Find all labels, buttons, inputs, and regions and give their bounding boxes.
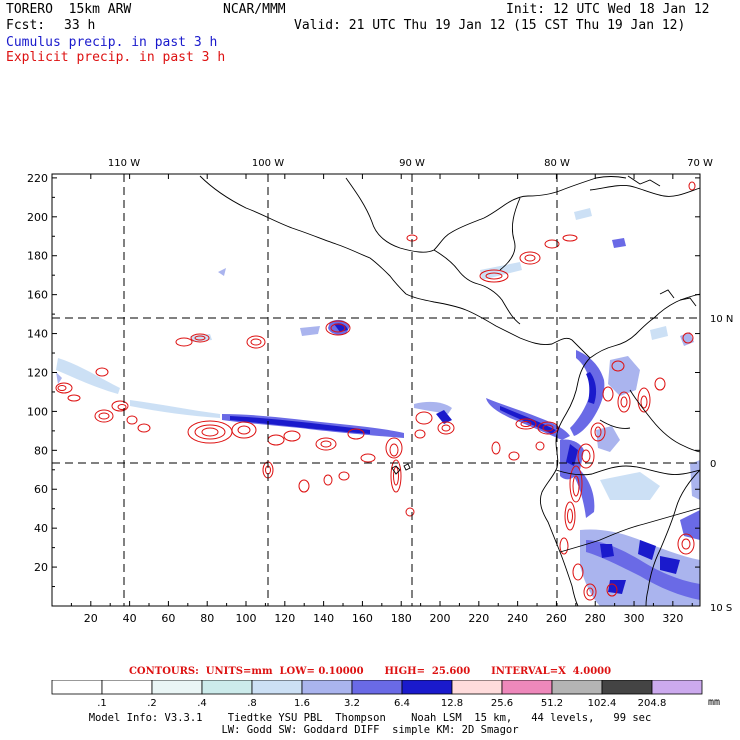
top-lon-label: 110 W [108, 158, 140, 169]
colorbar-label: 3.2 [344, 698, 360, 709]
bottom-tick-label: 200 [430, 612, 451, 625]
colorbar-label: 204.8 [638, 698, 667, 709]
center-name: NCAR/MMM [223, 2, 286, 17]
bottom-tick-label: 220 [468, 612, 489, 625]
colorbar-label: .4 [197, 698, 207, 709]
bottom-tick-label: 320 [662, 612, 683, 625]
colorbar: .1 .2 .4 .8 1.6 3.2 6.4 12.8 25.6 51.2 102.4 204.8 [51, 680, 703, 709]
bottom-tick-label: 300 [624, 612, 645, 625]
bottom-tick-label: 20 [84, 612, 98, 625]
colorbar-swatch [201, 680, 253, 695]
colorbar-swatch [251, 680, 303, 695]
explicit-legend-label: Explicit precip. in past 3 h [6, 50, 226, 65]
model-info-line2: LW: Godd SW: Goddard DIFF simple KM: 2D … [221, 724, 519, 736]
bottom-tick-label: 180 [391, 612, 412, 625]
bottom-tick-label: 160 [352, 612, 373, 625]
left-tick-label: 60 [34, 483, 48, 496]
colorbar-swatch [351, 680, 403, 695]
colorbar-swatch [501, 680, 553, 695]
contours-info: CONTOURS: UNITS=mm LOW= 0.10000 HIGH= 25… [128, 666, 612, 677]
left-tick-label: 200 [27, 211, 48, 224]
bottom-tick-label: 60 [161, 612, 175, 625]
colorbar-swatch [401, 680, 453, 695]
left-tick-label: 160 [27, 289, 48, 302]
cumulus-legend-label: Cumulus precip. in past 3 h [6, 35, 218, 50]
left-tick-label: 80 [34, 444, 48, 457]
bottom-tick-label: 240 [507, 612, 528, 625]
right-lat-label: 10 N [710, 314, 733, 325]
left-tick-label: 100 [27, 405, 48, 418]
bottom-tick-label: 140 [313, 612, 334, 625]
colorbar-label: 1.6 [294, 698, 310, 709]
bottom-tick-label: 40 [123, 612, 137, 625]
bottom-tick-label: 260 [546, 612, 567, 625]
right-lat-label: 10 S [710, 603, 732, 614]
left-tick-label: 140 [27, 328, 48, 341]
colorbar-label: 51.2 [541, 698, 563, 709]
cumulus-precip-areas [56, 208, 700, 606]
right-lat-label: 0 [710, 459, 716, 470]
plot-frame [51, 173, 701, 607]
top-lon-label: 100 W [252, 158, 284, 169]
colorbar-label: .1 [97, 698, 107, 709]
colorbar-swatch [651, 680, 703, 695]
colorbar-label: 12.8 [441, 698, 463, 709]
axes: 220 200 180 160 140 120 100 80 60 40 20 20 40 60 80 100… [27, 158, 733, 625]
init-time: Init: 12 UTC Wed 18 Jan 12 [506, 2, 710, 17]
left-tick-label: 180 [27, 250, 48, 263]
valid-time: Valid: 21 UTC Thu 19 Jan 12 (15 CST Thu … [294, 18, 686, 33]
colorbar-swatch [551, 680, 603, 695]
colorbar-swatch [101, 680, 153, 695]
fcst-hours: 33 h [64, 18, 96, 33]
top-lon-label: 70 W [687, 158, 713, 169]
colorbar-label: .8 [247, 698, 257, 709]
colorbar-units: mm [708, 697, 721, 708]
left-tick-label: 120 [27, 366, 48, 379]
bottom-tick-label: 100 [236, 612, 257, 625]
bottom-tick-label: 80 [200, 612, 214, 625]
model-name: TORERO 15km ARW [6, 2, 132, 17]
colorbar-label: 6.4 [394, 698, 410, 709]
colorbar-swatch [451, 680, 503, 695]
colorbar-label: 25.6 [491, 698, 513, 709]
left-tick-label: 20 [34, 561, 48, 574]
fcst-label: Fcst: [6, 18, 46, 33]
colorbar-label: 102.4 [588, 698, 617, 709]
left-tick-label: 40 [34, 522, 48, 535]
colorbar-swatch [601, 680, 653, 695]
model-info-line1: Model Info: V3.3.1 Tiedtke YSU PBL Thomp… [88, 712, 652, 724]
left-tick-label: 220 [27, 172, 48, 185]
colorbar-label: .2 [147, 698, 157, 709]
top-lon-label: 90 W [399, 158, 425, 169]
explicit-precip-contours [55, 181, 696, 601]
colorbar-swatch [51, 680, 103, 695]
bottom-tick-label: 120 [274, 612, 295, 625]
bottom-tick-label: 280 [585, 612, 606, 625]
colorbar-swatch [151, 680, 203, 695]
colorbar-swatch [301, 680, 353, 695]
latlon-grid [52, 174, 700, 606]
top-lon-label: 80 W [544, 158, 570, 169]
